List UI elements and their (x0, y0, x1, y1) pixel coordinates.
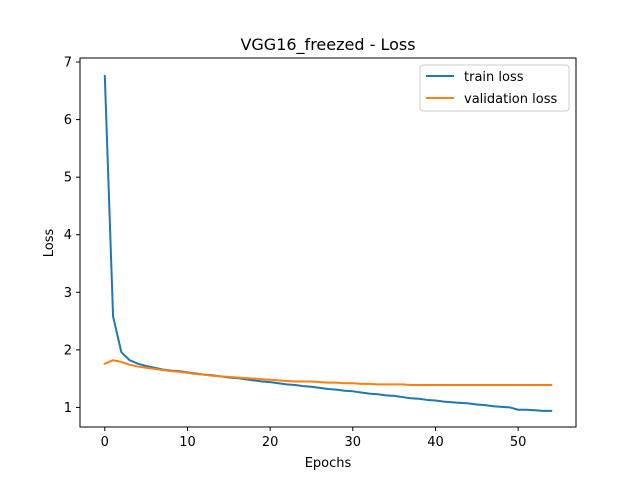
legend-box (419, 64, 570, 112)
y-tick-label-1: 1 (64, 401, 72, 416)
axes-frame (79, 57, 577, 428)
y-axis-label: Loss (42, 229, 57, 258)
y-tick-label-7: 7 (64, 56, 72, 71)
x-tick-label-50: 50 (510, 435, 527, 450)
x-tick-label-0: 0 (101, 435, 109, 450)
plot-area: 0 10 20 30 40 50 1 2 3 4 5 6 7 (64, 56, 553, 450)
x-tick-label-20: 20 (262, 435, 279, 450)
series-line-validation-loss (103, 359, 553, 386)
x-tick-label-10: 10 (179, 435, 196, 450)
legend-label-train-loss: train loss (464, 70, 524, 85)
y-tick-label-3: 3 (64, 286, 72, 301)
y-tick-label-6: 6 (64, 113, 72, 128)
y-tick-label-2: 2 (64, 343, 72, 358)
y-tick-label-4: 4 (64, 228, 72, 243)
y-tick-label-5: 5 (64, 171, 72, 186)
x-axis-label: Epochs (305, 456, 352, 471)
chart-title: VGG16_freezed - Loss (240, 35, 415, 55)
x-tick-label-40: 40 (427, 435, 444, 450)
legend: train loss validation loss (419, 64, 570, 112)
legend-label-validation-loss: validation loss (464, 92, 557, 107)
x-tick-label-30: 30 (345, 435, 362, 450)
